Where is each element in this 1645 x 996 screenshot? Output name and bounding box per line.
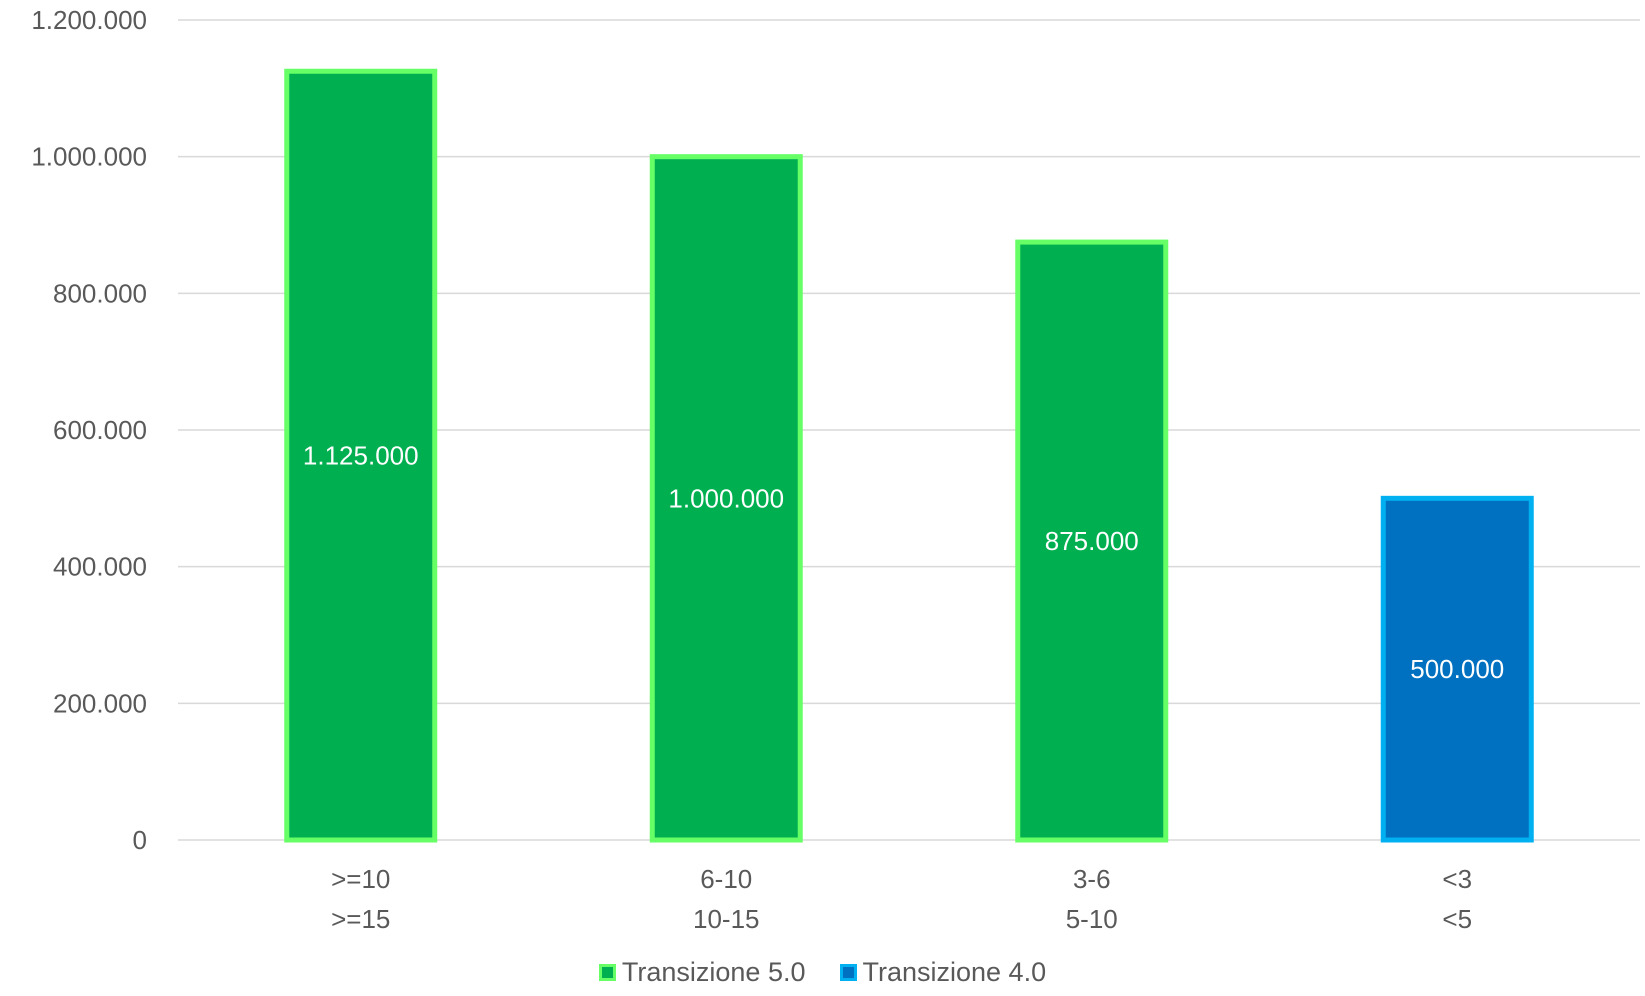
- bar-data-label: 875.000: [1045, 526, 1139, 556]
- x-tick-label: 6-10: [700, 864, 752, 894]
- x-tick-label: >=15: [331, 904, 390, 934]
- legend-swatch-transizione-5: [598, 964, 616, 981]
- y-tick-label: 800.000: [53, 278, 147, 308]
- legend-item-transizione-5: Transizione 5.0: [598, 957, 806, 988]
- bar-chart-svg: 0 200.000 400.000 600.000 800.000 1.000.000 1.…: [31, 5, 1640, 934]
- legend: Transizione 5.0 Transizione 4.0: [0, 957, 1645, 988]
- legend-label-transizione-4: Transizione 4.0: [862, 957, 1047, 987]
- x-tick-label: 3-6: [1073, 864, 1111, 894]
- y-tick-label: 400.000: [53, 552, 147, 582]
- bar: [1380, 495, 1534, 843]
- y-tick-label: 200.000: [53, 688, 147, 718]
- bar-data-label: 1.125.000: [303, 441, 419, 471]
- legend-swatch-transizione-4: [839, 964, 857, 981]
- legend-label-transizione-5: Transizione 5.0: [621, 957, 806, 987]
- bar-data-label: 1.000.000: [668, 483, 784, 513]
- bar: [1015, 239, 1169, 843]
- y-tick-label: 1.200.000: [31, 5, 147, 35]
- y-tick-label: 600.000: [53, 415, 147, 445]
- x-tick-label: >=10: [331, 864, 390, 894]
- bar: [649, 154, 803, 843]
- x-tick-label: <5: [1442, 904, 1472, 934]
- legend-item-transizione-4: Transizione 4.0: [839, 957, 1047, 988]
- x-tick-label: 10-15: [693, 904, 760, 934]
- y-tick-label: 0: [133, 825, 147, 855]
- x-tick-label: <3: [1442, 864, 1472, 894]
- bar-data-label: 500.000: [1410, 654, 1504, 684]
- bar: [284, 68, 438, 843]
- y-tick-label: 1.000.000: [31, 142, 147, 172]
- x-tick-label: 5-10: [1066, 904, 1118, 934]
